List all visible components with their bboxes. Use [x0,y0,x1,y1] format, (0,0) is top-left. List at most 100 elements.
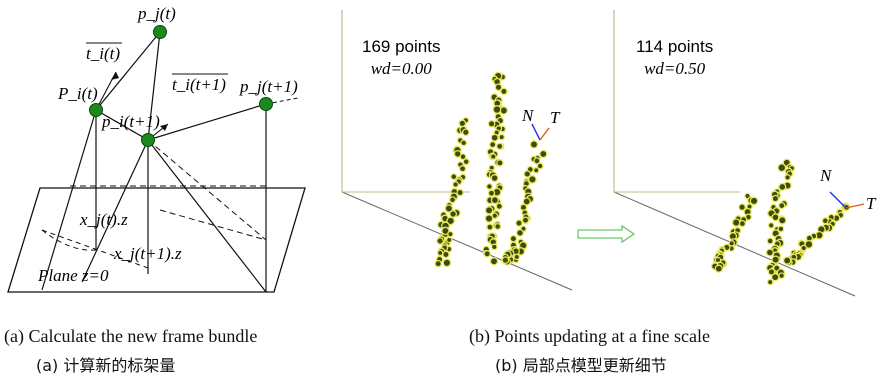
after-strand-3-point [782,256,792,265]
before-strand-1-point [446,216,455,226]
after-strand-2-point [778,216,787,225]
before-strand-2-point [490,174,499,183]
node-pj-t [153,25,167,39]
before-strand-1-point [449,196,457,204]
T-arrow-left [539,127,550,141]
before-strand-2-point [487,119,496,128]
after-strand-3-point [821,217,829,225]
before-strand-1-point [452,181,459,188]
dashed-Pi-to-pi1-base [95,109,149,141]
after-strand-2-point [777,163,787,173]
before-strand-1-point [449,210,458,218]
N-label-right: N [820,166,832,185]
node-pi-t1 [141,133,155,147]
before-strand-3-point [509,234,518,243]
caption-a-en: (a) Calculate the new frame bundle [4,326,258,346]
before-strand-1-point [456,188,464,197]
T-label-right: T [866,194,876,213]
before-strand-1-point [434,259,442,268]
before-strand-2-point [498,133,505,141]
label-ti-t: t_i(t) [86,44,120,63]
before-strand-1-point [436,237,444,245]
after-strand-1-point [731,218,741,227]
after-strand-2-point [766,278,774,286]
before-strand-2-point [492,105,502,114]
after-strand-2-point [765,248,774,257]
right-wd-value: wd=0.50 [644,59,706,78]
tangent-arrow-pj1 [265,97,299,105]
before-strand-1-point [458,165,467,173]
after-strand-2-point [767,268,776,276]
caption-a-cn: (a) 计算新的标架量 [36,356,176,375]
before-strand-1-point [441,226,450,236]
line-pj-to-pi1 [147,31,161,141]
before-strand-3-point [533,157,541,165]
before-strand-1-point [447,230,454,238]
before-strand-2-point [490,243,498,251]
line-plane-to-pi1 [81,139,149,283]
after-strand-1-point [714,264,723,273]
before-strand-2-point [496,159,504,167]
T-label-left: T [550,108,560,127]
before-strand-1-point [461,128,470,137]
N-arrow-left [531,123,541,141]
before-strand-1-point [442,250,450,259]
before-strand-2-point [489,257,499,266]
label-pj-t1: p_j(t+1) [240,77,298,96]
label-plane: Plane z=0 [38,266,109,285]
after-strand-2-point [766,237,774,245]
after-strand-1-point [738,219,747,228]
before-strand-3-point [515,219,523,227]
line-pi1-to-pj1 [147,103,267,141]
before-strand-1-point [442,258,452,268]
after-strand-2-point [771,255,780,264]
point-cloud-after [710,158,851,286]
after-strand-2-point [767,222,775,229]
tangent-arrowhead-t1 [160,124,168,131]
right-stats: 114 points wd=0.50 [636,36,713,80]
node-pj-t1 [259,97,273,111]
plane-outline [7,187,306,293]
before-strand-2-point [483,250,491,258]
label-xj-t-z: x_j(t).z [80,210,128,229]
before-strand-3-point [539,149,548,159]
before-strand-3-point [523,170,532,178]
after-strand-2-point [771,213,780,222]
before-strand-2-point [487,189,496,197]
before-strand-2-point [484,206,494,215]
line-pi1-to-plane-corner [147,139,267,293]
label-pj-t: p_j(t) [138,4,176,23]
after-strand-2-point [778,272,785,280]
after-strand-2-point [771,194,780,203]
before-strand-2-point [495,202,503,210]
transition-arrow [577,224,636,244]
before-strand-2-point [485,183,493,190]
caption-b-cn: (b) 局部点模型更新细节 [495,356,667,375]
before-strand-3-point [522,197,531,206]
before-strand-3-point [529,140,539,149]
dashed-arc-base [41,229,97,251]
before-strand-2-point [489,140,497,149]
node-Pi-t [89,103,103,117]
before-strand-1-point [436,249,444,257]
label-pi-t1: p_i(t+1) [102,112,160,131]
after-strand-2-point [778,201,786,210]
left-wd-value: wd=0.00 [370,59,432,78]
before-strand-3-point [521,216,530,224]
dashed-base-to-pi1 [41,229,149,269]
before-strand-2-point [486,223,494,231]
before-strand-1-point [450,173,458,181]
before-strand-1-point [460,139,468,147]
after-strand-2-point [777,225,785,233]
after-strand-2-point [784,174,791,181]
before-strand-2-point [494,83,503,92]
after-strand-1-point [738,203,746,212]
before-strand-3-point [501,256,510,265]
right-points-count: 114 points [636,37,714,56]
before-strand-3-point [532,167,540,174]
line-plane-to-Pi [41,109,97,291]
before-strand-1-point [459,153,467,161]
before-strand-1-point [458,119,467,128]
T-arrow-right [845,203,865,209]
